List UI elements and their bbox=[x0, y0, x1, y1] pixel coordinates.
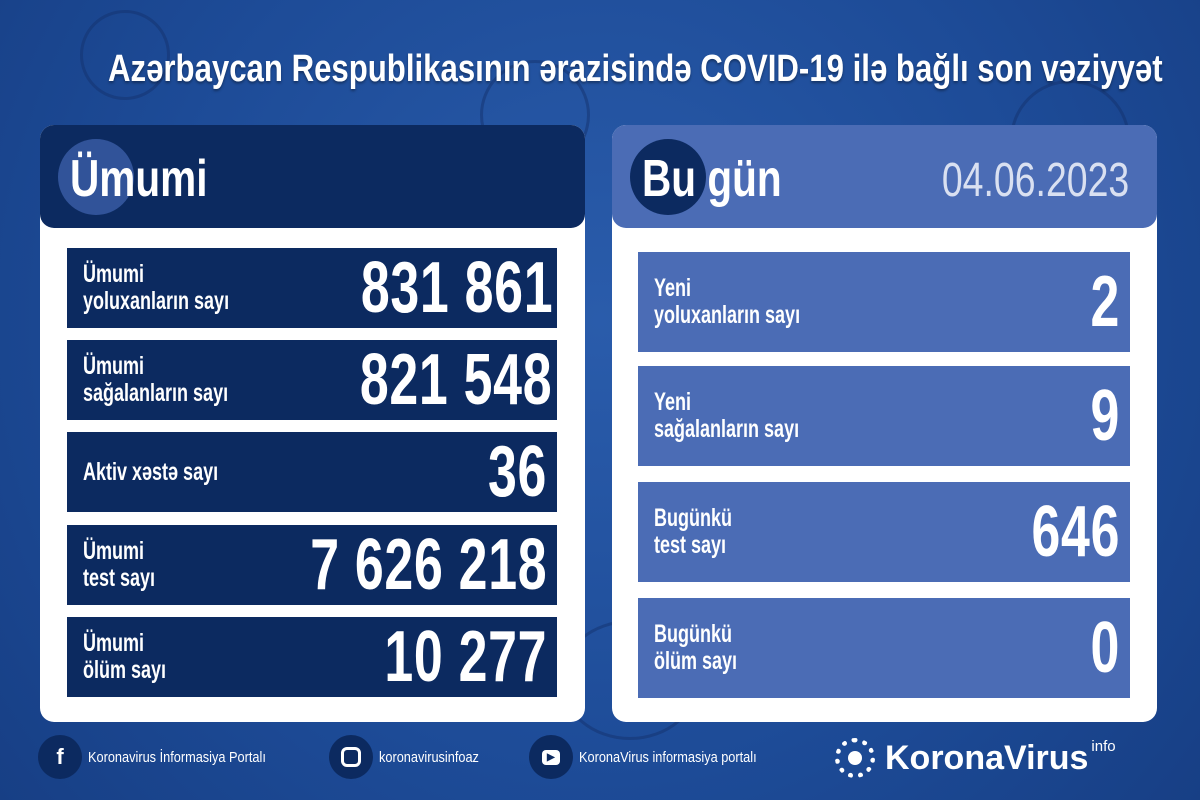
row-label: Bugünkü bbox=[654, 504, 732, 532]
total-tests-row: Ümumi test sayı 7 626 218 bbox=[67, 525, 557, 605]
row-value: 2 bbox=[1090, 262, 1120, 342]
row-value: 831 861 bbox=[360, 248, 554, 328]
row-label: Ümumi bbox=[83, 629, 145, 657]
row-label: Ümumi bbox=[83, 537, 145, 565]
row-value: 9 bbox=[1090, 376, 1120, 456]
today-header: Bu gün 04.06.2023 bbox=[612, 125, 1157, 228]
sun-logo-icon bbox=[835, 738, 875, 778]
row-label: Yeni bbox=[654, 274, 692, 302]
row-label: Aktiv xəstə sayı bbox=[83, 457, 219, 486]
row-value: 7 626 218 bbox=[309, 525, 547, 605]
row-value: 36 bbox=[487, 432, 547, 512]
row-value: 0 bbox=[1090, 608, 1120, 688]
youtube-link[interactable]: ▶ KoronaVirus informasiya portalı bbox=[528, 735, 788, 779]
virus-icon bbox=[58, 139, 134, 215]
facebook-icon: f bbox=[38, 735, 82, 779]
virus-icon bbox=[630, 139, 706, 215]
today-tests-row: Bugünkü test sayı 646 bbox=[638, 482, 1130, 582]
row-label: Yeni bbox=[654, 388, 692, 416]
row-label: yoluxanların sayı bbox=[83, 287, 230, 315]
row-label: ölüm sayı bbox=[83, 656, 167, 684]
row-label: Bugünkü bbox=[654, 620, 732, 648]
youtube-icon: ▶ bbox=[528, 735, 573, 779]
row-label: sağalanların sayı bbox=[83, 379, 229, 407]
instagram-icon bbox=[329, 735, 374, 779]
total-panel: Ümumi Ümumi yoluxanların sayı 831 861 Ümum… bbox=[40, 125, 585, 722]
brand-suffix: info bbox=[1091, 738, 1116, 755]
footer: f Koronavirus İnformasiya Portalı koronav… bbox=[38, 735, 810, 779]
total-header: Ümumi bbox=[40, 125, 585, 228]
facebook-label: Koronavirus İnformasiya Portalı bbox=[88, 748, 266, 766]
today-panel: Bu gün 04.06.2023 Yeni yoluxanların sayı 2… bbox=[612, 125, 1157, 722]
total-recovered-row: Ümumi sağalanların sayı 821 548 bbox=[67, 340, 557, 420]
youtube-label: KoronaVirus informasiya portalı bbox=[578, 748, 757, 766]
date: 04.06.2023 bbox=[941, 154, 1129, 207]
row-label: sağalanların sayı bbox=[654, 415, 800, 443]
row-label: ölüm sayı bbox=[654, 647, 738, 675]
today-deaths-row: Bugünkü ölüm sayı 0 bbox=[638, 598, 1130, 698]
row-value: 10 277 bbox=[384, 617, 547, 697]
brand-name: KoronaVirus bbox=[885, 739, 1089, 777]
row-label: test sayı bbox=[654, 531, 727, 559]
total-deaths-row: Ümumi ölüm sayı 10 277 bbox=[67, 617, 557, 697]
active-patients-row: Aktiv xəstə sayı 36 bbox=[67, 432, 557, 512]
instagram-label: koronavirusinfoaz bbox=[379, 748, 480, 766]
instagram-link[interactable]: koronavirusinfoaz bbox=[329, 735, 497, 779]
row-label: Ümumi bbox=[83, 352, 145, 380]
page-title: Azərbaycan Respublikasının ərazisində CO… bbox=[108, 48, 1163, 90]
row-value: 646 bbox=[1031, 492, 1120, 572]
today-heading: Bu gün bbox=[642, 150, 782, 208]
row-label: yoluxanların sayı bbox=[654, 301, 801, 329]
row-value: 821 548 bbox=[359, 340, 552, 420]
new-infected-row: Yeni yoluxanların sayı 2 bbox=[638, 252, 1130, 352]
row-label: test sayı bbox=[83, 564, 156, 592]
total-infected-row: Ümumi yoluxanların sayı 831 861 bbox=[67, 248, 557, 328]
row-label: Ümumi bbox=[83, 260, 145, 288]
new-recovered-row: Yeni sağalanların sayı 9 bbox=[638, 366, 1130, 466]
virus-decoration-icon bbox=[80, 10, 170, 100]
facebook-link[interactable]: f Koronavirus İnformasiya Portalı bbox=[38, 735, 297, 779]
koronavirus-logo: KoronaVirus info bbox=[835, 738, 1116, 778]
total-heading: Ümumi bbox=[70, 150, 208, 208]
